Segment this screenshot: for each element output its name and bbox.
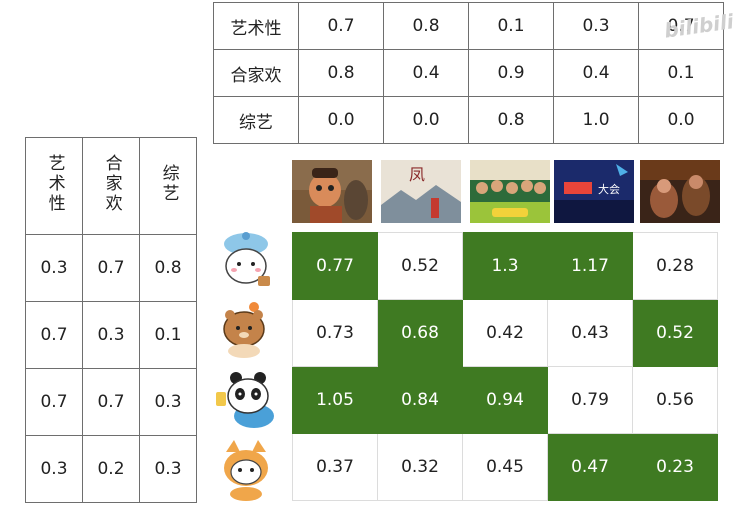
preference-cell: 0.3 [25, 435, 83, 503]
feature-cell: 0.1 [638, 49, 724, 97]
preference-cell: 0.3 [139, 368, 197, 436]
feature-cell: 0.0 [638, 96, 724, 144]
feature-cell: 0.4 [553, 49, 639, 97]
user-preference-table: 艺术性 合家欢 综艺 0.3 0.7 0.8 0.7 0.3 0.1 0.7 0… [25, 137, 197, 503]
drama-film-poster-icon [640, 160, 720, 223]
score-cell: 0.73 [292, 299, 378, 367]
preference-cell: 0.7 [25, 301, 83, 369]
score-cell: 0.52 [632, 299, 718, 367]
preference-cell: 0.3 [82, 301, 140, 369]
score-row: 1.05 0.84 0.94 0.79 0.56 [292, 366, 718, 434]
score-cell: 0.68 [377, 299, 463, 367]
score-cell: 1.05 [292, 366, 378, 434]
score-cell: 0.28 [632, 232, 718, 300]
score-row: 0.73 0.68 0.42 0.43 0.52 [292, 299, 718, 367]
feature-cell: 0.8 [383, 2, 469, 50]
score-cell: 0.79 [547, 366, 633, 434]
preference-row: 0.3 0.2 0.3 [25, 435, 197, 503]
score-row: 0.37 0.32 0.45 0.47 0.23 [292, 433, 718, 501]
feature-row-family: 合家欢 0.8 0.4 0.9 0.4 0.1 [213, 49, 724, 97]
preference-header: 综艺 [139, 137, 197, 235]
preference-header: 合家欢 [82, 137, 140, 235]
score-cell: 0.32 [377, 433, 463, 501]
preference-header-row: 艺术性 合家欢 综艺 [25, 137, 197, 235]
score-cell: 0.37 [292, 433, 378, 501]
bear-with-blue-hat-icon [214, 228, 278, 292]
preference-row: 0.7 0.3 0.1 [25, 301, 197, 369]
feature-label: 综艺 [213, 96, 299, 144]
score-row: 0.77 0.52 1.3 1.17 0.28 [292, 232, 718, 300]
feature-cell: 0.8 [298, 49, 384, 97]
feature-cell: 0.0 [383, 96, 469, 144]
bear-in-cat-costume-icon [214, 438, 278, 502]
score-cell: 0.84 [377, 366, 463, 434]
preference-cell: 0.1 [139, 301, 197, 369]
score-cell: 0.56 [632, 366, 718, 434]
feature-cell: 0.0 [298, 96, 384, 144]
panda-with-drink-icon [214, 366, 278, 430]
preference-cell: 0.7 [82, 234, 140, 302]
feature-cell: 0.1 [468, 2, 554, 50]
score-cell: 0.77 [292, 232, 378, 300]
preference-cell: 0.8 [139, 234, 197, 302]
variety-show-stage-poster-icon: 大会 [554, 160, 634, 223]
feature-cell: 0.3 [553, 2, 639, 50]
preference-header: 艺术性 [25, 137, 83, 235]
score-matrix: 0.77 0.52 1.3 1.17 0.28 0.73 0.68 0.42 0.43 0.52 1… [292, 232, 718, 501]
score-cell: 0.45 [462, 433, 548, 501]
feature-label: 艺术性 [213, 2, 299, 50]
preference-cell: 0.3 [25, 234, 83, 302]
svg-text:凤: 凤 [409, 165, 425, 184]
score-cell: 0.52 [377, 232, 463, 300]
score-cell: 0.42 [462, 299, 548, 367]
preference-cell: 0.7 [82, 368, 140, 436]
score-cell: 0.43 [547, 299, 633, 367]
score-cell: 0.47 [547, 433, 633, 501]
feature-cell: 0.7 [298, 2, 384, 50]
animated-character-poster-icon [292, 160, 372, 223]
feature-cell: 0.4 [383, 49, 469, 97]
preference-cell: 0.7 [25, 368, 83, 436]
brown-bear-with-flower-icon [214, 297, 278, 361]
feature-row-artistic: 艺术性 0.7 0.8 0.1 0.3 0.7 [213, 2, 724, 50]
feature-cell: 0.9 [468, 49, 554, 97]
feature-cell: 0.8 [468, 96, 554, 144]
score-cell: 1.3 [462, 232, 548, 300]
feature-cell: 0.7 [638, 2, 724, 50]
preference-cell: 0.2 [82, 435, 140, 503]
landscape-film-poster-icon: 凤 [381, 160, 461, 223]
feature-label: 合家欢 [213, 49, 299, 97]
score-cell: 0.94 [462, 366, 548, 434]
preference-row: 0.7 0.7 0.3 [25, 368, 197, 436]
movie-feature-table: 艺术性 0.7 0.8 0.1 0.3 0.7 合家欢 0.8 0.4 0.9 … [213, 2, 724, 144]
score-cell: 0.23 [632, 433, 718, 501]
svg-text:大会: 大会 [598, 182, 620, 196]
preference-row: 0.3 0.7 0.8 [25, 234, 197, 302]
feature-cell: 1.0 [553, 96, 639, 144]
preference-cell: 0.3 [139, 435, 197, 503]
score-cell: 1.17 [547, 232, 633, 300]
variety-show-group-poster-icon [470, 160, 550, 223]
feature-row-variety: 综艺 0.0 0.0 0.8 1.0 0.0 [213, 96, 724, 144]
